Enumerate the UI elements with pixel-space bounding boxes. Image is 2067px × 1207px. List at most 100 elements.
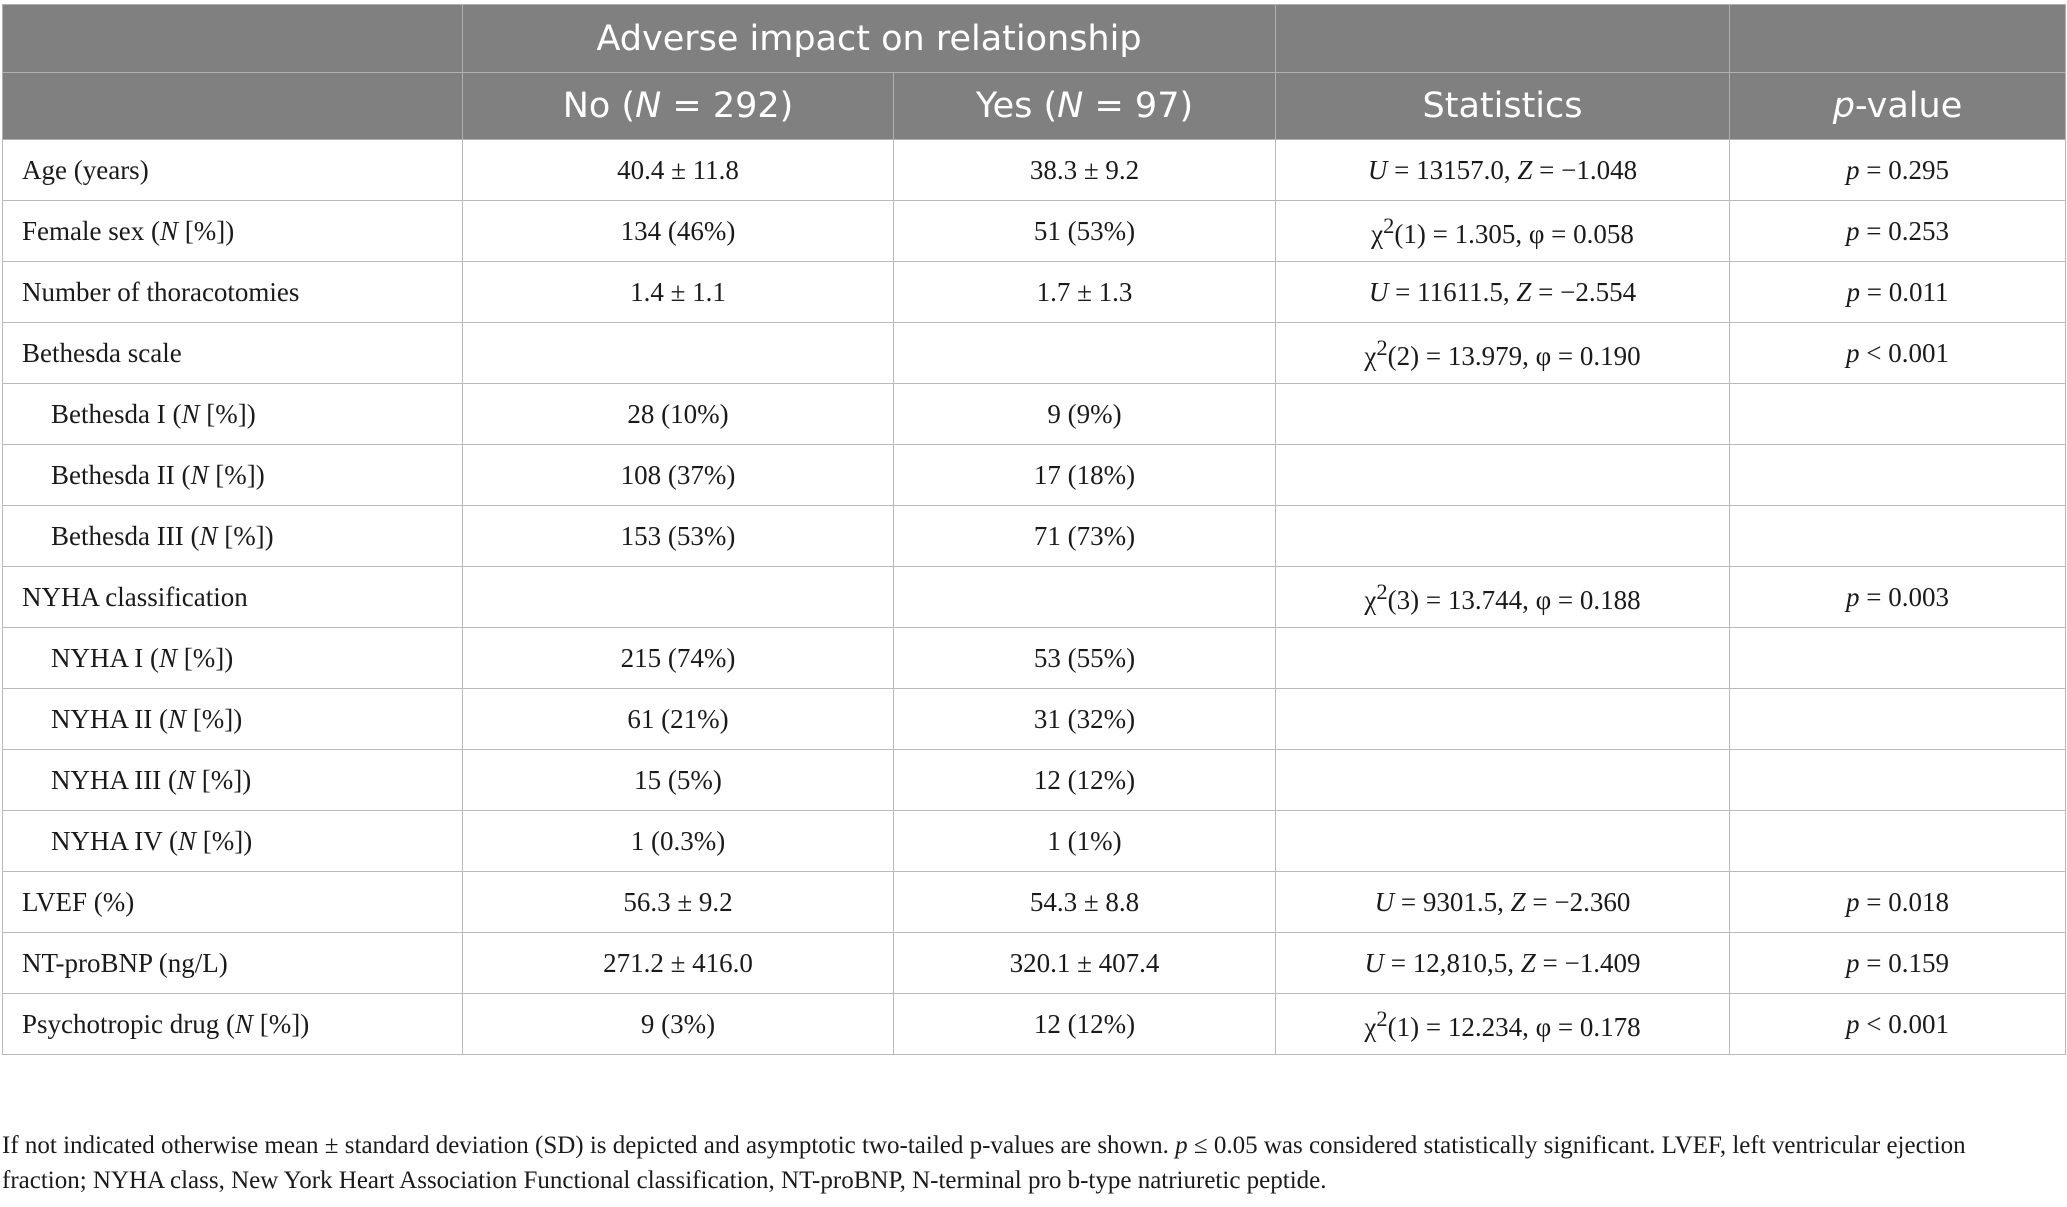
- cell-pvalue: p = 0.003: [1729, 566, 2067, 628]
- table-row-lvef: LVEF (%) 56.3 ± 9.2 54.3 ± 8.8 U = 9301.…: [2, 871, 2067, 933]
- stat-symbol: χ: [1364, 340, 1377, 371]
- table-row-nyha-4: NYHA IV (N [%]) 1 (0.3%) 1 (1%): [2, 810, 2067, 872]
- header-row-group: Adverse impact on relationship: [2, 4, 2067, 73]
- label-italic: N: [167, 703, 186, 734]
- cell-yes: 1 (1%): [892, 810, 1277, 872]
- row-label: NT-proBNP (ng/L): [2, 932, 463, 994]
- header-col-yes: Yes (N = 97): [892, 72, 1277, 140]
- label-text: NYHA IV (: [51, 825, 178, 856]
- stat-text: (2) = 13.979, φ = 0.190: [1387, 340, 1641, 371]
- row-label: Bethesda II (N [%]): [2, 444, 463, 506]
- label-text: [%]): [195, 764, 252, 795]
- row-label: Psychotropic drug (N [%]): [2, 993, 463, 1055]
- cell-no: 215 (74%): [462, 627, 894, 689]
- label-text: Psychotropic drug (: [22, 1008, 235, 1039]
- label-text: [%]): [186, 703, 243, 734]
- cell-no: 40.4 ± 11.8: [462, 139, 894, 201]
- label-italic: N: [176, 764, 195, 795]
- cell-no: 56.3 ± 9.2: [462, 871, 894, 933]
- stat-symbol: U: [1368, 276, 1389, 307]
- cell-statistics: U = 13157.0, Z = −1.048: [1275, 139, 1731, 201]
- results-table: Adverse impact on relationship No (N = 2…: [2, 4, 2067, 1055]
- table-footnote: If not indicated otherwise mean ± standa…: [2, 1128, 2042, 1198]
- label-italic: N: [159, 215, 178, 246]
- p-text: = 0.003: [1859, 581, 1949, 612]
- label-text: NYHA II (: [51, 703, 168, 734]
- cell-statistics: U = 11611.5, Z = −2.554: [1275, 261, 1731, 323]
- cell-no: [462, 566, 894, 628]
- row-label: NYHA IV (N [%]): [2, 810, 463, 872]
- stat-symbol: χ: [1364, 584, 1377, 615]
- stat-superscript: 2: [1376, 1005, 1388, 1031]
- label-italic: N: [181, 398, 200, 429]
- p-symbol: p: [1846, 1008, 1860, 1039]
- cell-no: 271.2 ± 416.0: [462, 932, 894, 994]
- cell-no: [462, 322, 894, 384]
- header-col-no-prefix: No (: [562, 86, 636, 126]
- cell-pvalue: [1729, 749, 2067, 811]
- stat-text: = −2.554: [1531, 276, 1637, 307]
- cell-pvalue: [1729, 383, 2067, 445]
- stat-symbol: χ: [1371, 218, 1384, 249]
- header-col-yes-n: N: [1057, 86, 1084, 126]
- p-text: = 0.018: [1859, 886, 1949, 917]
- cell-yes: 54.3 ± 8.8: [892, 871, 1277, 933]
- cell-statistics: χ2(3) = 13.744, φ = 0.188: [1275, 566, 1731, 628]
- footnote-text: ≤ 0.05 was considered statistically sign…: [2, 1132, 1966, 1194]
- cell-statistics: [1275, 383, 1731, 445]
- cell-pvalue: [1729, 688, 2067, 750]
- cell-no: 9 (3%): [462, 993, 894, 1055]
- row-label: Age (years): [2, 139, 463, 201]
- cell-yes: 31 (32%): [892, 688, 1277, 750]
- cell-statistics: [1275, 688, 1731, 750]
- stat-superscript: 2: [1376, 578, 1388, 604]
- cell-no: 1.4 ± 1.1: [462, 261, 894, 323]
- cell-statistics: [1275, 627, 1731, 689]
- cell-statistics: χ2(1) = 1.305, φ = 0.058: [1275, 200, 1731, 262]
- stat-superscript: 2: [1383, 212, 1395, 238]
- label-text: Female sex (: [22, 215, 160, 246]
- header-col-no-suffix: = 292): [661, 86, 794, 126]
- row-label: NYHA classification: [2, 566, 463, 628]
- table-row-nyha: NYHA classification χ2(3) = 13.744, φ = …: [2, 566, 2067, 628]
- label-italic: N: [234, 1008, 253, 1039]
- stat-text: = 13157.0,: [1387, 154, 1518, 185]
- cell-yes: 38.3 ± 9.2: [892, 139, 1277, 201]
- cell-yes: 1.7 ± 1.3: [892, 261, 1277, 323]
- table-body: Age (years) 40.4 ± 11.8 38.3 ± 9.2 U = 1…: [2, 139, 2067, 1055]
- row-label: Number of thoracotomies: [2, 261, 463, 323]
- label-italic: N: [159, 642, 178, 673]
- row-label: Bethesda scale: [2, 322, 463, 384]
- cell-statistics: [1275, 505, 1731, 567]
- label-text: [%]): [252, 1008, 310, 1039]
- header-empty-cell: [1729, 4, 2067, 73]
- stat-symbol: Z: [1510, 886, 1526, 917]
- label-text: Bethesda III (: [51, 520, 200, 551]
- p-symbol: p: [1846, 276, 1861, 307]
- cell-yes: 71 (73%): [892, 505, 1277, 567]
- cell-yes: 53 (55%): [892, 627, 1277, 689]
- table-row-bethesda: Bethesda scale χ2(2) = 13.979, φ = 0.190…: [2, 322, 2067, 384]
- stat-text: = 9301.5,: [1394, 886, 1511, 917]
- table-row-psychotropic: Psychotropic drug (N [%]) 9 (3%) 12 (12%…: [2, 993, 2067, 1055]
- cell-pvalue: p = 0.011: [1729, 261, 2067, 323]
- table-row-nyha-2: NYHA II (N [%]) 61 (21%) 31 (32%): [2, 688, 2067, 750]
- label-text: [%]): [196, 825, 253, 856]
- label-text: [%]): [199, 398, 256, 429]
- p-symbol: p: [1846, 215, 1860, 246]
- p-text: = 0.159: [1859, 947, 1949, 978]
- header-col-statistics: Statistics: [1275, 72, 1731, 140]
- label-text: NYHA III (: [51, 764, 177, 795]
- header-col-p-suffix: -value: [1854, 86, 1963, 126]
- p-text: < 0.001: [1859, 337, 1949, 368]
- table-row-nyha-3: NYHA III (N [%]) 15 (5%) 12 (12%): [2, 749, 2067, 811]
- header-col-p-italic: p: [1832, 86, 1855, 126]
- cell-no: 1 (0.3%): [462, 810, 894, 872]
- header-empty-cell: [1275, 4, 1731, 73]
- header-group-title: Adverse impact on relationship: [461, 4, 1277, 73]
- table-row-thoracotomies: Number of thoracotomies 1.4 ± 1.1 1.7 ± …: [2, 261, 2067, 323]
- cell-no: 108 (37%): [462, 444, 894, 506]
- header-col-no: No (N = 292): [462, 72, 894, 140]
- footnote-text: If not indicated otherwise mean ± standa…: [2, 1132, 1176, 1159]
- stat-text: = 11611.5,: [1388, 276, 1517, 307]
